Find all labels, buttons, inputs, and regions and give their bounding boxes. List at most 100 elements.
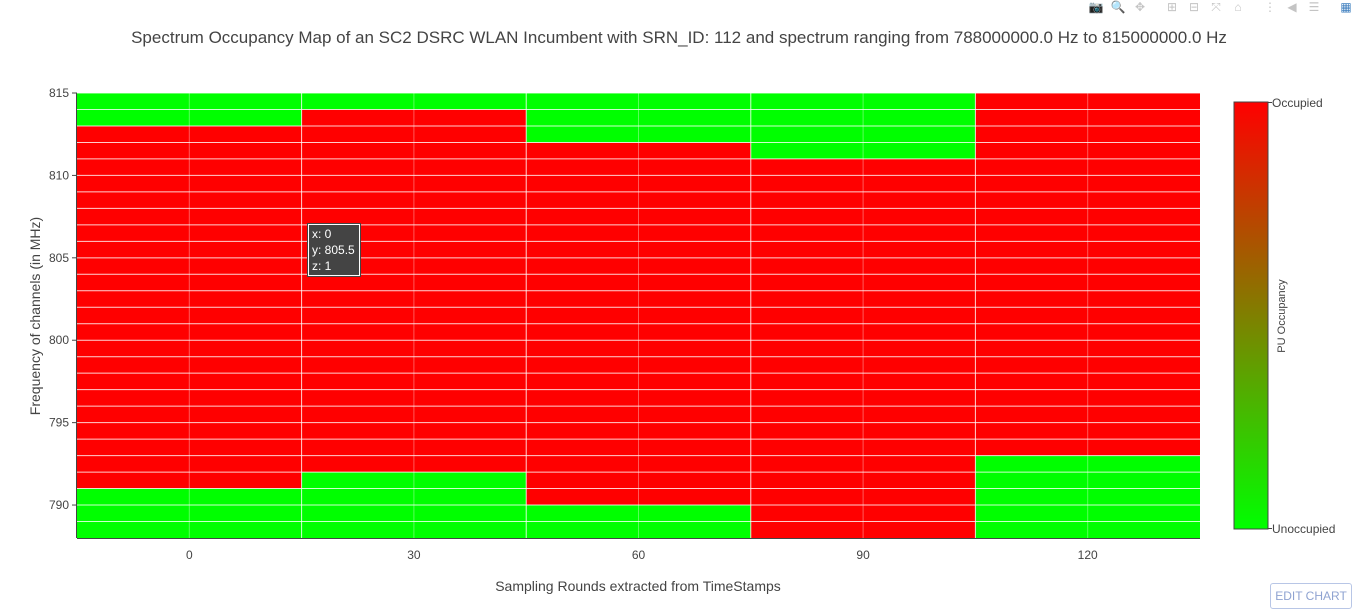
heatmap-cell[interactable] xyxy=(526,158,751,176)
heatmap-cell[interactable] xyxy=(975,455,1200,473)
heatmap-cell[interactable] xyxy=(77,125,302,143)
heatmap-cell[interactable] xyxy=(301,307,527,324)
heatmap-cell[interactable] xyxy=(750,521,976,538)
heatmap-cell[interactable] xyxy=(526,406,751,423)
heatmap-cell[interactable] xyxy=(301,439,527,456)
heatmap-cell[interactable] xyxy=(77,142,302,159)
heatmap-cell[interactable] xyxy=(975,373,1200,390)
y-axis[interactable]: 790 795 800 805 810 815 xyxy=(49,86,77,538)
heatmap-cell[interactable] xyxy=(750,455,976,473)
heatmap-cell[interactable] xyxy=(750,257,976,275)
hover-closest-icon[interactable]: ◀ xyxy=(1287,0,1297,14)
heatmap-cell[interactable] xyxy=(526,455,751,473)
heatmap-cell[interactable] xyxy=(526,422,751,440)
plotly-logo-icon[interactable]: ▦ xyxy=(1340,0,1352,14)
heatmap-cell[interactable] xyxy=(526,208,751,225)
heatmap-cell[interactable] xyxy=(750,224,976,242)
heatmap-cell[interactable] xyxy=(301,125,527,143)
heatmap-cell[interactable] xyxy=(975,356,1200,374)
heatmap-cell[interactable] xyxy=(77,257,302,275)
heatmap-cell[interactable] xyxy=(301,208,527,225)
heatmap-cell[interactable] xyxy=(77,340,302,357)
heatmap-cell[interactable] xyxy=(750,208,976,225)
heatmap-cell[interactable] xyxy=(750,340,976,357)
heatmap-cell[interactable] xyxy=(526,356,751,374)
heatmap-cell[interactable] xyxy=(301,406,527,423)
heatmap-cell[interactable] xyxy=(750,505,976,522)
heatmap-cell[interactable] xyxy=(526,472,751,489)
heatmap-cell[interactable] xyxy=(975,323,1200,341)
heatmap-cell[interactable] xyxy=(77,389,302,407)
heatmap-cell[interactable] xyxy=(301,340,527,357)
heatmap-cell[interactable] xyxy=(975,439,1200,456)
heatmap-cell[interactable] xyxy=(975,208,1200,225)
heatmap-cell[interactable] xyxy=(975,241,1200,258)
heatmap-cell[interactable] xyxy=(77,208,302,225)
pan-icon[interactable]: ✥ xyxy=(1134,0,1146,14)
heatmap-cell[interactable] xyxy=(526,505,751,522)
heatmap-cell[interactable] xyxy=(750,93,976,110)
heatmap-cell[interactable] xyxy=(77,241,302,258)
heatmap-cell[interactable] xyxy=(975,109,1200,126)
heatmap-cell[interactable] xyxy=(77,274,302,291)
heatmap-cell[interactable] xyxy=(77,323,302,341)
heatmap-cell[interactable] xyxy=(526,257,751,275)
home-icon[interactable]: ⌂ xyxy=(1234,0,1242,14)
heatmap-cell[interactable] xyxy=(526,109,751,126)
heatmap-cell[interactable] xyxy=(750,373,976,390)
heatmap-cell[interactable] xyxy=(975,505,1200,522)
heatmap-cell[interactable] xyxy=(77,290,302,308)
heatmap-cell[interactable] xyxy=(526,125,751,143)
heatmap-cell[interactable] xyxy=(750,356,976,374)
heatmap-cell[interactable] xyxy=(526,340,751,357)
heatmap-cell[interactable] xyxy=(301,290,527,308)
heatmap-cell[interactable] xyxy=(975,224,1200,242)
zoom-in-icon[interactable]: ⊞ xyxy=(1166,0,1178,14)
heatmap-cell[interactable] xyxy=(301,373,527,390)
heatmap-cell[interactable] xyxy=(750,175,976,192)
zoom-icon[interactable]: 🔍 xyxy=(1110,0,1126,14)
heatmap-cell[interactable] xyxy=(526,274,751,291)
heatmap-cell[interactable] xyxy=(301,274,527,291)
heatmap-cell[interactable] xyxy=(526,323,751,341)
heatmap-cell[interactable] xyxy=(301,93,527,110)
heatmap-cell[interactable] xyxy=(77,224,302,242)
heatmap-cell[interactable] xyxy=(750,472,976,489)
spike-lines-icon[interactable]: ⋮ xyxy=(1264,0,1276,14)
heatmap-cell[interactable] xyxy=(77,472,302,489)
heatmap-cell[interactable] xyxy=(77,93,302,110)
heatmap-cell[interactable] xyxy=(526,439,751,456)
heatmap-cell[interactable] xyxy=(975,472,1200,489)
heatmap-cell[interactable] xyxy=(301,521,527,538)
heatmap-cell[interactable] xyxy=(526,241,751,258)
heatmap-cell[interactable] xyxy=(301,191,527,209)
x-axis[interactable]: 0 30 60 90 120 xyxy=(77,538,1200,563)
heatmap-cell[interactable] xyxy=(750,488,976,506)
heatmap-cell[interactable] xyxy=(77,488,302,506)
heatmap-cell[interactable] xyxy=(301,356,527,374)
heatmap-cell[interactable] xyxy=(526,290,751,308)
heatmap-cell[interactable] xyxy=(975,406,1200,423)
heatmap-cell[interactable] xyxy=(301,323,527,341)
heatmap-cell[interactable] xyxy=(750,290,976,308)
autoscale-icon[interactable]: ⤧ xyxy=(1211,0,1221,14)
heatmap-cell[interactable] xyxy=(77,175,302,192)
heatmap-cell[interactable] xyxy=(750,406,976,423)
heatmap-cell[interactable] xyxy=(750,241,976,258)
heatmap-cell[interactable] xyxy=(77,109,302,126)
heatmap-cell[interactable] xyxy=(301,422,527,440)
heatmap-cell[interactable] xyxy=(526,191,751,209)
heatmap-cell[interactable] xyxy=(77,191,302,209)
heatmap-cell[interactable] xyxy=(750,274,976,291)
heatmap-cell[interactable] xyxy=(301,158,527,176)
zoom-out-icon[interactable]: ⊟ xyxy=(1188,0,1200,14)
heatmap-cell[interactable] xyxy=(750,142,976,159)
heatmap-cell[interactable] xyxy=(975,389,1200,407)
heatmap-cell[interactable] xyxy=(750,389,976,407)
heatmap-cell[interactable] xyxy=(975,290,1200,308)
heatmap-cell[interactable] xyxy=(750,158,976,176)
heatmap-cell[interactable] xyxy=(975,422,1200,440)
heatmap-cell[interactable] xyxy=(750,439,976,456)
edit-chart-button[interactable]: EDIT CHART xyxy=(1270,583,1352,609)
heatmap-cell[interactable] xyxy=(77,422,302,440)
